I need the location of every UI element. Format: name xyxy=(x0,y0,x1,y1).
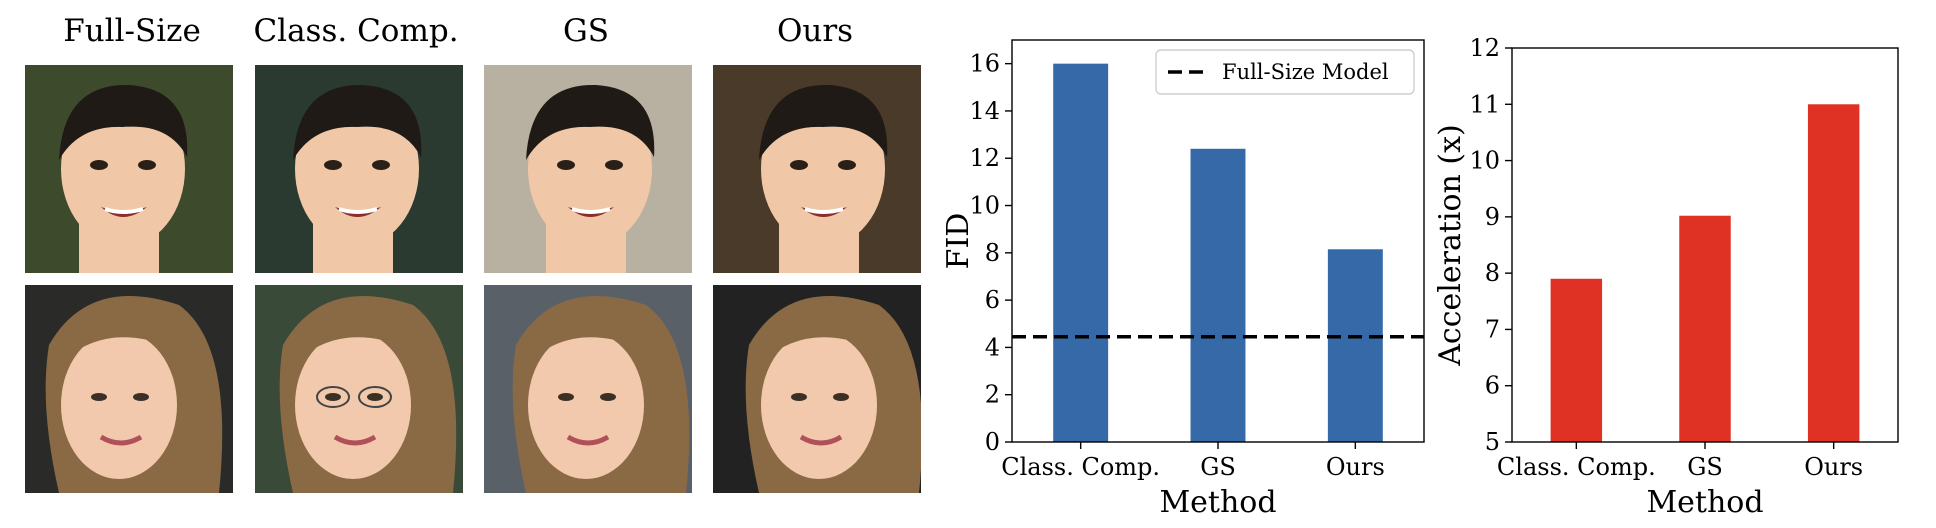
face-image-row1-ours xyxy=(713,65,921,273)
acc-xtick-label-0: Class. Comp. xyxy=(1497,453,1656,481)
face-image-row2-class-comp xyxy=(255,285,463,493)
fid-ytick-label-1: 2 xyxy=(985,381,1000,409)
face-image-row2-gs xyxy=(484,285,692,493)
fid-legend-box xyxy=(1155,49,1415,95)
fid-xtick-label-2: Ours xyxy=(1326,453,1385,481)
acc-ytick-label-3: 8 xyxy=(1485,259,1500,287)
acc-ytick-label-0: 5 xyxy=(1485,428,1500,456)
acc-ytick-label-6: 11 xyxy=(1469,90,1500,118)
face-image-row2-full-size xyxy=(25,285,233,493)
acc-ytick-label-2: 7 xyxy=(1485,315,1500,343)
face-image-row1-full-size xyxy=(25,65,233,273)
fid-ytick-label-7: 14 xyxy=(969,97,1000,125)
fid-ytick-label-4: 8 xyxy=(985,239,1000,267)
acc-xlabel: Method xyxy=(1646,485,1763,520)
acc-xtick-label-2: Ours xyxy=(1804,453,1863,481)
fid-ytick-label-6: 12 xyxy=(969,144,1000,172)
fid-bar-2 xyxy=(1190,148,1246,442)
acc-ylabel: Acceleration (x) xyxy=(1433,124,1468,367)
column-title-gs: GS xyxy=(562,13,609,49)
acc-xtick-label-1: GS xyxy=(1687,453,1723,481)
acc-ytick-label-5: 10 xyxy=(1469,147,1500,175)
fid-ytick-label-5: 10 xyxy=(969,192,1000,220)
acceleration-chart: 5 6 7 8 9 10 11 12 Class. Comp. GS Ours Method Accel… xyxy=(1433,34,1899,520)
acc-ytick-label-1: 6 xyxy=(1485,372,1500,400)
acc-bar-2 xyxy=(1679,215,1731,442)
acc-ytick-label-4: 9 xyxy=(1485,203,1500,231)
face-image-row1-gs xyxy=(484,65,692,273)
fid-xtick-label-1: GS xyxy=(1200,453,1236,481)
acc-ytick-label-7: 12 xyxy=(1469,34,1500,62)
fid-ytick-label-3: 6 xyxy=(985,286,1000,314)
fid-xlabel: Method xyxy=(1159,485,1276,520)
fid-ytick-label-8: 16 xyxy=(969,50,1000,78)
column-title-full-size: Full-Size xyxy=(63,13,201,49)
fid-bar-1 xyxy=(1053,63,1109,442)
fid-xtick-label-0: Class. Comp. xyxy=(1001,453,1160,481)
fid-legend-label: Full-Size Model xyxy=(1222,60,1389,84)
face-image-row2-ours xyxy=(713,285,921,493)
fid-ytick-label-0: 0 xyxy=(985,428,1000,456)
face-image-row1-class-comp xyxy=(255,65,463,273)
fid-chart: 0 2 4 6 8 10 12 14 16 Class. Comp. GS Ours Method FID… xyxy=(941,39,1425,520)
fid-ytick-label-2: 4 xyxy=(985,333,1000,361)
column-title-class-comp: Class. Comp. xyxy=(253,13,459,49)
acc-bar-1 xyxy=(1550,278,1603,442)
acc-bar-3 xyxy=(1807,104,1860,443)
fid-ylabel: FID xyxy=(941,213,976,270)
fid-bar-3 xyxy=(1327,249,1383,442)
column-title-ours: Ours xyxy=(776,13,854,49)
